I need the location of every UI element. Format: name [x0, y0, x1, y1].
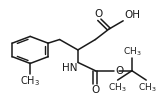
Text: CH$_3$: CH$_3$ — [107, 81, 126, 94]
Text: OH: OH — [124, 10, 140, 20]
Text: CH$_3$: CH$_3$ — [20, 74, 40, 88]
Text: O: O — [115, 66, 124, 76]
Text: HN: HN — [62, 63, 77, 73]
Text: CH$_3$: CH$_3$ — [123, 45, 141, 58]
Text: O: O — [94, 9, 103, 19]
Text: CH$_3$: CH$_3$ — [138, 81, 156, 94]
Text: O: O — [91, 85, 100, 95]
